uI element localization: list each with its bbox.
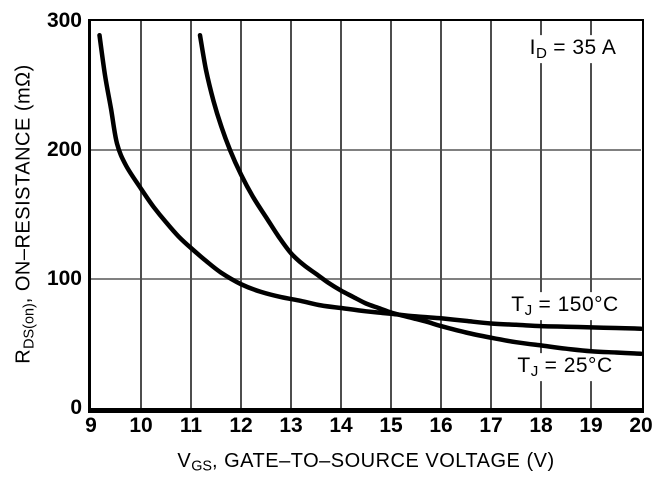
gridline-x-19 <box>590 21 592 408</box>
gridline-y-200 <box>91 149 641 151</box>
x-axis-tick-labels: 9 10 11 12 13 14 15 16 17 18 19 20 <box>85 413 653 439</box>
x-tick-label-17: 17 <box>479 414 503 437</box>
x-tick-label-15: 15 <box>379 414 403 437</box>
gridline-x-18 <box>540 21 542 408</box>
curve-label-tj25: TJ = 25°C <box>509 353 621 381</box>
y-tick-label-200: 200 <box>46 138 82 161</box>
x-tick-label-10: 10 <box>129 414 153 437</box>
x-tick-label-11: 11 <box>179 414 203 437</box>
curve-tj150 <box>97 32 644 331</box>
x-tick-label-19: 19 <box>579 414 603 437</box>
gridline-x-15 <box>390 21 392 408</box>
x-tick-label-14: 14 <box>329 414 353 437</box>
x-tick-label-9: 9 <box>85 414 97 437</box>
y-axis-tick-labels: 0 100 200 300 <box>18 9 82 419</box>
gridline-x-13 <box>290 21 292 408</box>
x-tick-label-13: 13 <box>279 414 303 437</box>
gridline-x-16 <box>440 21 442 408</box>
x-axis-title: VGS, GATE–TO–SOURCE VOLTAGE (V) <box>177 450 555 475</box>
curves-layer <box>97 32 644 357</box>
x-tick-label-16: 16 <box>429 414 453 437</box>
y-tick-label-0: 0 <box>70 396 82 419</box>
curve-label-tj150: TJ = 150°C <box>503 292 627 320</box>
gridline-x-10 <box>140 21 142 408</box>
annotation-drain-current: ID = 35 A <box>521 35 625 63</box>
y-tick-label-300: 300 <box>46 9 82 32</box>
curve-tj25 <box>197 32 644 357</box>
x-tick-label-18: 18 <box>529 414 553 437</box>
gridline-x-17 <box>490 21 492 408</box>
plot-area: ID = 35 A TJ = 150°C TJ = 25°C <box>91 21 644 408</box>
gridline-y-100 <box>91 278 641 280</box>
x-tick-label-20: 20 <box>629 414 653 437</box>
gridline-x-11 <box>190 21 192 408</box>
gridline-x-14 <box>340 21 342 408</box>
y-tick-label-100: 100 <box>46 267 82 290</box>
gridline-x-12 <box>240 21 242 408</box>
x-tick-label-12: 12 <box>229 414 253 437</box>
